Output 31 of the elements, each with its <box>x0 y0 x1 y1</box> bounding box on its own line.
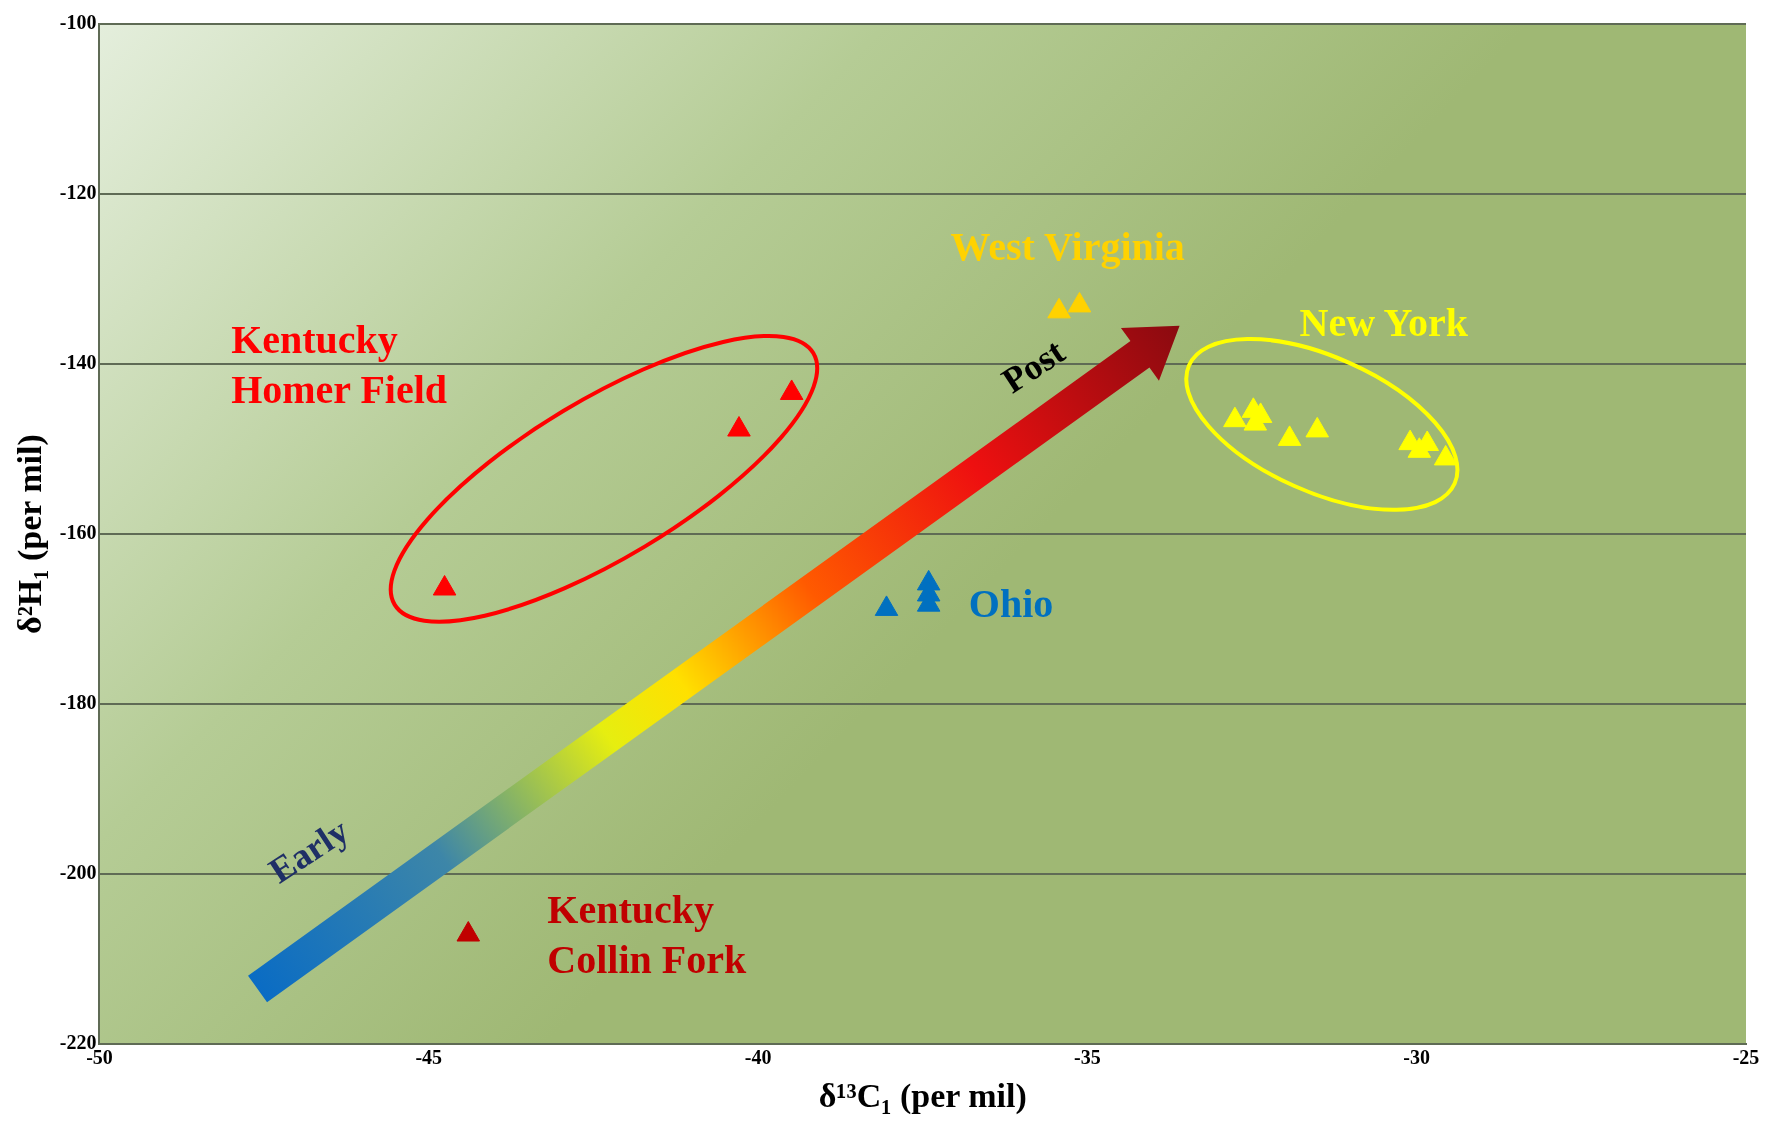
x-tick-label: -30 <box>1403 1046 1431 1069</box>
series-label: New York <box>1299 300 1469 346</box>
series-label: Ohio <box>968 580 1054 626</box>
point <box>1277 425 1302 446</box>
point <box>1067 291 1092 313</box>
point <box>779 379 804 400</box>
y-tick-label: -100 <box>59 11 97 34</box>
series-label: Kentucky Collin Fork <box>547 886 747 982</box>
point <box>1433 444 1458 466</box>
point <box>1305 416 1329 438</box>
point <box>874 595 899 616</box>
point <box>1047 297 1071 319</box>
point <box>727 416 751 437</box>
y-tick-label: -180 <box>59 691 97 714</box>
text: Kentucky Homer Field <box>231 317 448 413</box>
x-tick-label: -40 <box>744 1046 772 1069</box>
x-axis-title: δ¹³C₁ (per mil) <box>818 1077 1027 1116</box>
point <box>1223 406 1247 428</box>
x-tick-label: -35 <box>1074 1046 1101 1069</box>
annotation: Early <box>261 810 356 891</box>
x-tick-label: -45 <box>415 1046 443 1069</box>
series-label: West Virginia <box>950 223 1185 269</box>
x-tick-label: -25 <box>1732 1046 1760 1069</box>
y-tick-label: -120 <box>59 181 97 204</box>
y-tick-label: -200 <box>59 861 97 884</box>
annotation: Post <box>994 331 1072 401</box>
y-axis-title: δ²H₁ (per mil) <box>11 434 50 635</box>
point <box>432 575 457 596</box>
y-tick-label: -140 <box>59 351 97 374</box>
point <box>456 921 481 942</box>
y-tick-label: -160 <box>59 521 97 544</box>
